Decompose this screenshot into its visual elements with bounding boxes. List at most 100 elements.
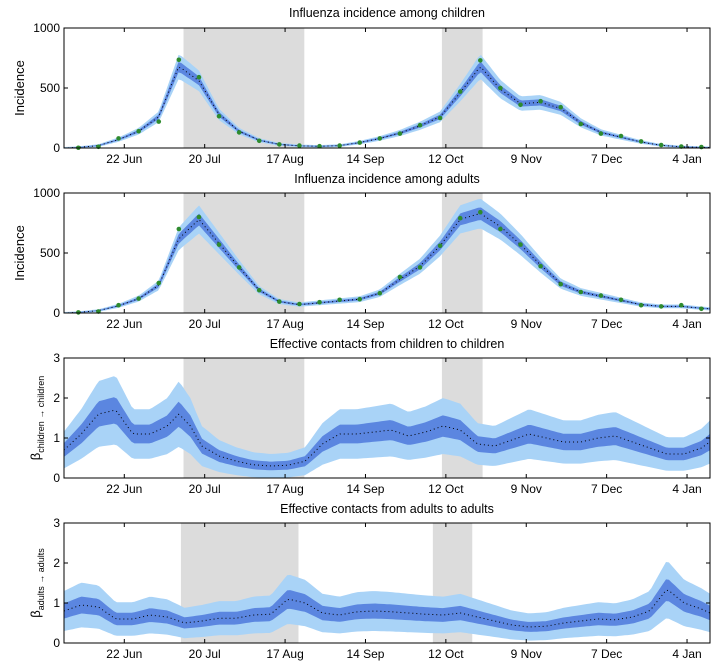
observed-point <box>618 133 624 139</box>
y-tick-label: 500 <box>40 81 60 95</box>
observed-point <box>216 242 222 247</box>
observed-point <box>317 299 322 305</box>
observed-point <box>156 280 162 286</box>
y-tick-label: 1000 <box>33 21 60 35</box>
observed-point <box>156 119 162 124</box>
axes-frame <box>63 192 711 314</box>
x-tick-label: 22 Jun <box>106 482 142 496</box>
observed-point <box>357 140 363 145</box>
observed-point <box>518 102 523 108</box>
y-axis-label: Incidence <box>12 225 27 281</box>
chart-panel-4: 0 1 2 3 22 Jun 20 Jul 17 Aug 14 Sep 12 Oct 9 Nov 7… <box>28 502 711 661</box>
observed-point <box>699 306 704 312</box>
y-tick-label: 1 <box>53 596 60 610</box>
observed-point <box>678 302 684 308</box>
x-tick-label: 9 Nov <box>511 152 542 166</box>
observed-point <box>136 128 141 134</box>
observed-point <box>297 301 302 307</box>
x-tick-label: 20 Jul <box>189 317 221 331</box>
observed-point <box>277 299 282 304</box>
outer-credible-band <box>64 199 710 313</box>
observed-point <box>236 130 242 135</box>
chart-title: Effective contacts from children to chil… <box>270 337 505 351</box>
x-tick-label: 22 Jun <box>106 152 142 166</box>
x-tick-label: 17 Aug <box>266 152 303 166</box>
x-tick-label: 22 Jun <box>106 317 142 331</box>
observed-point <box>498 85 503 91</box>
observed-point <box>337 143 342 148</box>
observed-point <box>598 131 604 136</box>
x-tick-label: 12 Oct <box>428 647 464 661</box>
axes-frame <box>63 27 711 149</box>
x-tick-label: 4 Jan <box>672 482 701 496</box>
inner-credible-band <box>64 579 710 632</box>
outer-credible-band <box>64 54 710 148</box>
observed-point <box>176 226 182 232</box>
x-tick-label: 14 Sep <box>346 482 384 496</box>
observed-point <box>437 115 443 121</box>
observed-point <box>478 58 483 63</box>
observed-point <box>76 310 81 315</box>
observed-point <box>377 136 383 141</box>
x-tick-label: 12 Oct <box>428 482 464 496</box>
median-line <box>63 589 711 628</box>
x-tick-label: 20 Jul <box>189 647 221 661</box>
x-tick-label: 17 Aug <box>266 647 303 661</box>
x-tick-label: 12 Oct <box>428 317 464 331</box>
observed-point <box>578 289 584 295</box>
observed-point <box>417 265 423 270</box>
inner-credible-band <box>64 207 710 313</box>
observed-point <box>457 215 463 221</box>
observed-point <box>297 143 302 148</box>
x-tick-label: 9 Nov <box>511 317 542 331</box>
x-tick-label: 7 Dec <box>591 647 622 661</box>
y-axis-label-subscript: children → children <box>36 376 46 453</box>
observed-point <box>196 214 202 220</box>
y-tick-label: 2 <box>53 391 60 405</box>
x-tick-label: 17 Aug <box>266 482 303 496</box>
x-tick-label: 9 Nov <box>511 647 542 661</box>
y-axis-label-symbol: β <box>28 453 43 460</box>
axes-frame <box>63 522 711 644</box>
y-tick-label: 3 <box>53 351 60 365</box>
observed-point <box>317 143 322 149</box>
observed-point <box>538 98 543 104</box>
x-tick-label: 4 Jan <box>672 647 701 661</box>
observed-point <box>658 304 664 309</box>
observed-point <box>498 226 503 232</box>
observed-point <box>357 296 363 302</box>
y-axis-label: Incidence <box>12 60 27 116</box>
observed-point <box>457 89 463 94</box>
y-tick-label: 3 <box>53 516 60 530</box>
observed-point <box>638 139 644 144</box>
y-axis-label: βchildren → children <box>28 376 46 461</box>
observed-point <box>578 121 584 127</box>
observed-points <box>76 57 704 151</box>
observed-point <box>518 242 523 247</box>
observed-points <box>76 209 704 315</box>
observed-point <box>558 104 564 110</box>
observed-point <box>638 302 644 308</box>
observed-point <box>196 74 202 80</box>
x-tick-label: 4 Jan <box>672 317 701 331</box>
observed-point <box>377 290 383 296</box>
y-axis-label-subscript: adults → adults <box>36 548 46 611</box>
y-tick-label: 2 <box>53 556 60 570</box>
x-tick-label: 14 Sep <box>346 647 384 661</box>
y-axis-label: βadults → adults <box>28 548 46 618</box>
x-tick-label: 7 Dec <box>591 482 622 496</box>
observed-point <box>558 281 564 287</box>
observed-point <box>658 142 664 148</box>
inner-credible-band <box>64 397 710 471</box>
x-tick-label: 22 Jun <box>106 647 142 661</box>
axes-frame <box>63 357 711 479</box>
observed-point <box>478 209 483 215</box>
x-tick-label: 20 Jul <box>189 152 221 166</box>
observed-point <box>437 243 443 249</box>
x-tick-label: 17 Aug <box>266 317 303 331</box>
chart-title: Influenza incidence among adults <box>294 172 480 186</box>
observed-point <box>176 57 182 63</box>
x-tick-label: 14 Sep <box>346 317 384 331</box>
y-axis-label-symbol: β <box>28 610 43 617</box>
